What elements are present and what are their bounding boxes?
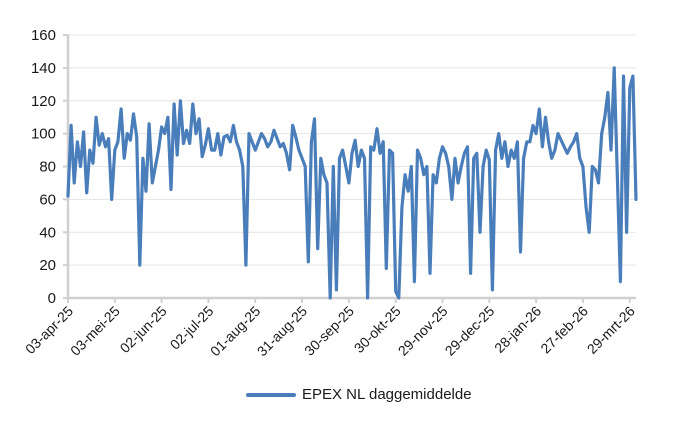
- y-tick-label: 140: [31, 60, 56, 77]
- x-tick-label: 02-jun-25: [117, 303, 170, 356]
- x-tick-label: 27-feb-26: [537, 303, 591, 357]
- y-tick-label: 80: [39, 159, 56, 176]
- y-tick-label: 60: [39, 191, 56, 208]
- legend-label: EPEX NL daggemiddelde: [302, 386, 472, 403]
- x-tick-label: 03-mei-25: [67, 303, 123, 359]
- x-tick-label: 31-aug-25: [254, 303, 311, 360]
- x-tick-label: 30-sep-25: [301, 303, 357, 359]
- x-axis-ticks: 03-apr-2503-mei-2502-jun-2502-jul-2501-a…: [22, 303, 638, 360]
- x-tick-label: 28-jan-26: [491, 303, 544, 356]
- y-axis-ticks: 0 20 40 60 80 100 120 140 160: [31, 27, 56, 307]
- series-line-epex-nl: [66, 66, 638, 300]
- x-tick-label: 29-mrt-26: [584, 303, 638, 357]
- y-tick-label: 160: [31, 27, 56, 44]
- x-tick-label: 29-dec-25: [442, 303, 498, 359]
- x-tick-label: 01-aug-25: [207, 303, 264, 360]
- y-tick-label: 120: [31, 93, 56, 110]
- y-tick-label: 0: [48, 290, 56, 307]
- gridlines: [68, 34, 636, 266]
- x-tick-label: 29-nov-25: [395, 303, 451, 359]
- legend: EPEX NL daggemiddelde: [246, 386, 472, 403]
- y-tick-label: 100: [31, 126, 56, 143]
- y-tick-label: 40: [39, 224, 56, 241]
- y-tick-label: 20: [39, 257, 56, 274]
- legend-line-swatch: [246, 392, 296, 397]
